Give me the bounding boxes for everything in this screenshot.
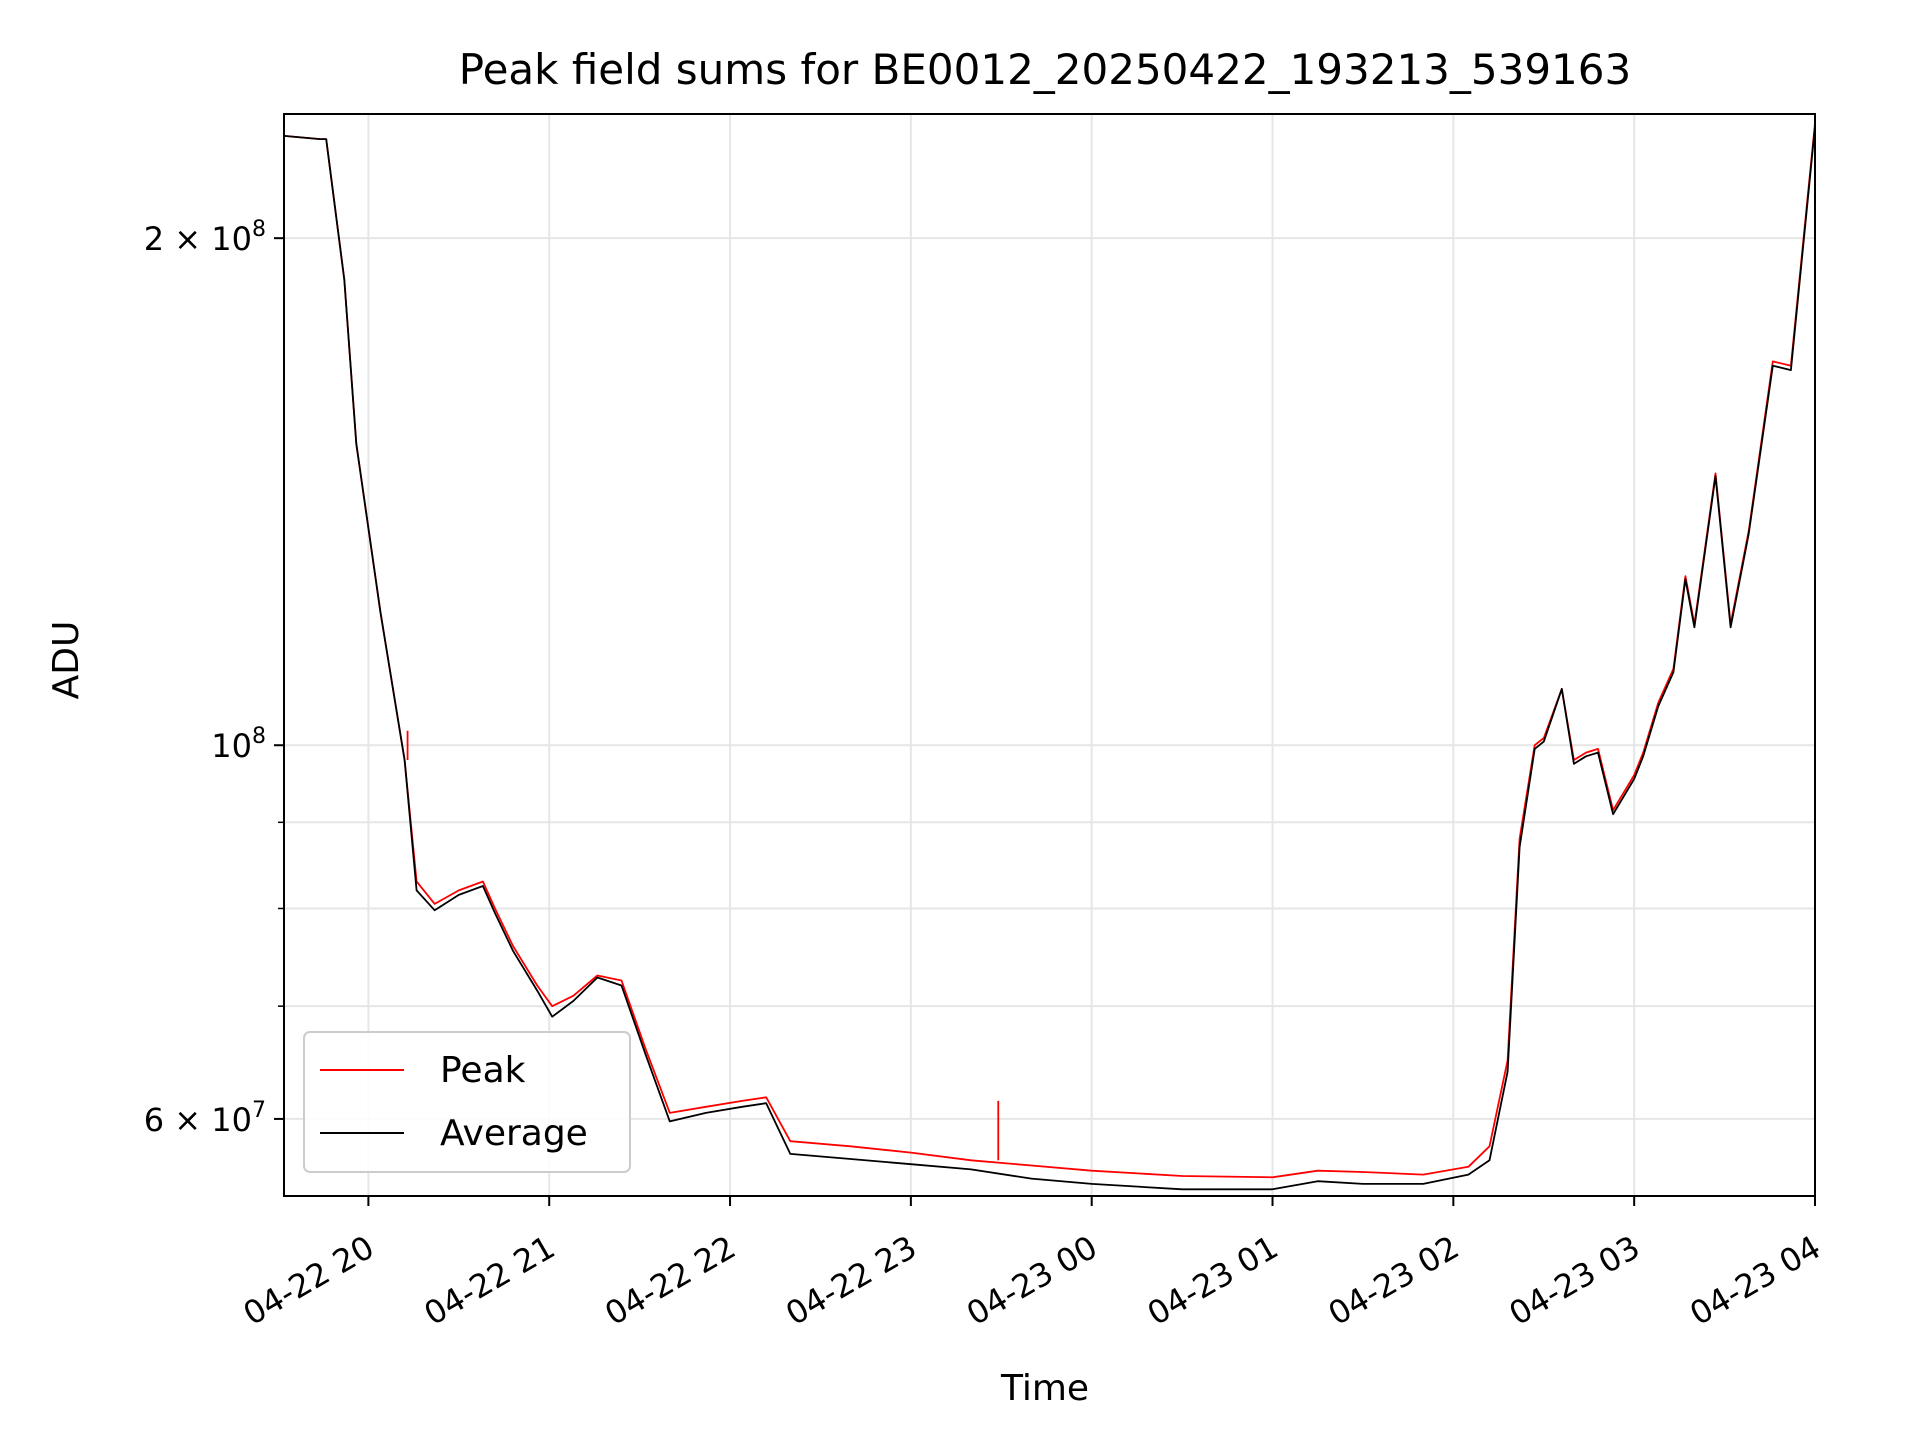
- y-axis: 6 × 107 108 2 × 108: [144, 217, 284, 1139]
- y-axis-label: ADU: [46, 621, 87, 700]
- series-line-average: [283, 126, 1816, 1191]
- plot-frame: [283, 113, 1816, 1197]
- legend-box: [303, 1031, 631, 1173]
- legend-label-average: Average: [440, 1113, 588, 1154]
- legend-label-peak: Peak: [440, 1050, 526, 1091]
- series-line-peak: [283, 123, 1816, 1179]
- legend: Peak Average: [303, 1031, 631, 1173]
- grid: [284, 114, 1816, 1196]
- chart-title: Peak field sums for BE0012_20250422_1932…: [459, 45, 1631, 94]
- x-axis-label: Time: [1000, 1368, 1089, 1409]
- y-tick-label: 6 × 107: [144, 1098, 266, 1139]
- plot-series: [283, 123, 1816, 1191]
- y-tick-label: 2 × 108: [144, 217, 266, 258]
- y-tick-label: 108: [211, 724, 266, 765]
